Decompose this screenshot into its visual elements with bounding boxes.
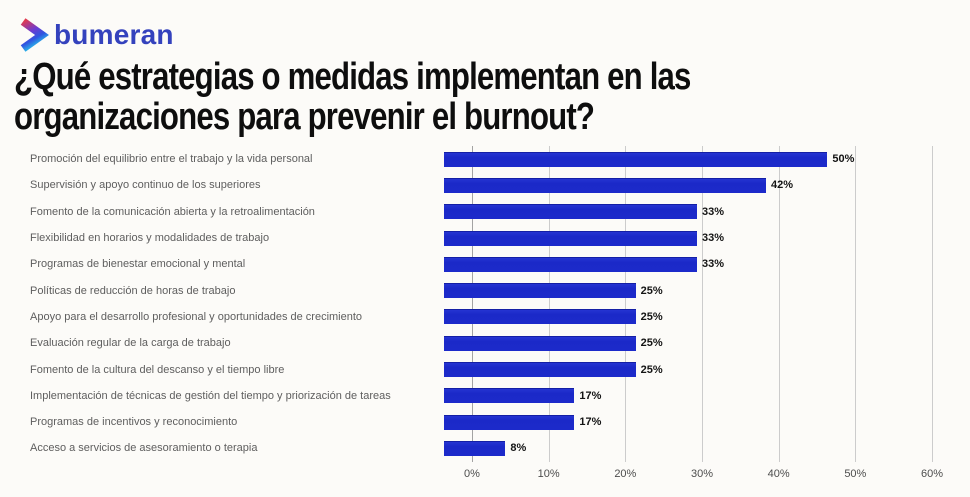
- chart-row: Acceso a servicios de asesoramiento o te…: [0, 435, 970, 461]
- value-label: 17%: [579, 416, 602, 429]
- chart-row: Fomento de la comunicación abierta y la …: [0, 199, 970, 225]
- value-label: 42%: [771, 179, 794, 192]
- gridline: [778, 146, 780, 462]
- x-tick-label: 10%: [537, 468, 560, 480]
- category-label: Fomento de la comunicación abierta y la …: [30, 205, 315, 218]
- category-label: Flexibilidad en horarios y modalidades d…: [30, 232, 270, 245]
- x-tick-label: 40%: [767, 468, 790, 480]
- gridline: [548, 146, 550, 462]
- bar: [444, 256, 697, 272]
- bumeran-logo: bumeran: [16, 17, 174, 53]
- bar-zone: 25%: [444, 356, 905, 382]
- bar: [444, 335, 636, 351]
- value-label: 50%: [832, 153, 855, 166]
- title-line-2: organizaciones para prevenir el burnout?: [14, 96, 595, 138]
- value-label: 8%: [510, 442, 527, 455]
- bar: [444, 177, 766, 193]
- bar: [444, 151, 828, 167]
- bar: [444, 309, 636, 325]
- chart-row: Evaluación regular de la carga de trabaj…: [0, 330, 970, 356]
- bar-zone: 17%: [444, 409, 905, 435]
- category-label: Evaluación regular de la carga de trabaj…: [30, 337, 231, 350]
- category-label: Acceso a servicios de asesoramiento o te…: [30, 442, 258, 455]
- bar-zone: 8%: [444, 435, 905, 461]
- title-line-1: ¿Qué estrategias o medidas implementan e…: [14, 56, 691, 98]
- bar-zone: 42%: [444, 172, 905, 198]
- chart-row: Fomento de la cultura del descanso y el …: [0, 356, 970, 382]
- category-label: Fomento de la cultura del descanso y el …: [30, 363, 285, 376]
- category-label: Apoyo para el desarrollo profesional y o…: [30, 310, 363, 323]
- chart-rows: Promoción del equilibrio entre el trabaj…: [0, 146, 970, 462]
- chart-row: Supervisión y apoyo continuo de los supe…: [0, 172, 970, 198]
- gridline: [625, 146, 627, 462]
- chart-gridlines: [472, 146, 933, 462]
- bar: [444, 440, 506, 456]
- page-title: ¿Qué estrategias o medidas implementan e…: [14, 57, 691, 137]
- bar: [444, 414, 575, 430]
- value-label: 25%: [640, 363, 663, 376]
- bar: [444, 283, 636, 299]
- value-label: 25%: [640, 337, 663, 350]
- gridline: [932, 146, 933, 462]
- bar-zone: 33%: [444, 199, 905, 225]
- value-label: 25%: [640, 284, 663, 297]
- category-label: Programas de bienestar emocional y menta…: [30, 258, 246, 271]
- chart-row: Programas de incentivos y reconocimiento…: [0, 409, 970, 435]
- chart-row: Promoción del equilibrio entre el trabaj…: [0, 146, 970, 172]
- bar: [444, 230, 697, 246]
- chart-row: Apoyo para el desarrollo profesional y o…: [0, 304, 970, 330]
- chart-row: Programas de bienestar emocional y menta…: [0, 251, 970, 277]
- bar-zone: 33%: [444, 225, 905, 251]
- bar-zone: 17%: [444, 383, 905, 409]
- chart-row: Flexibilidad en horarios y modalidades d…: [0, 225, 970, 251]
- value-label: 25%: [640, 310, 663, 323]
- x-tick-label: 60%: [920, 468, 944, 480]
- gridline: [702, 146, 703, 462]
- x-tick-label: 20%: [614, 468, 637, 480]
- category-label: Promoción del equilibrio entre el trabaj…: [30, 153, 313, 166]
- x-tick-label: 30%: [690, 468, 714, 480]
- bar: [444, 388, 575, 404]
- category-label: Supervisión y apoyo continuo de los supe…: [30, 179, 261, 192]
- bar-zone: 25%: [444, 277, 905, 303]
- bar: [444, 204, 697, 220]
- category-label: Implementación de técnicas de gestión de…: [30, 389, 391, 402]
- value-label: 33%: [702, 258, 725, 271]
- value-label: 17%: [579, 389, 602, 402]
- chart-row: Implementación de técnicas de gestión de…: [0, 383, 970, 409]
- bar: [444, 362, 636, 378]
- x-axis-ticks: 0% 10% 20% 30% 40% 50% 60%: [464, 468, 943, 484]
- logo-wordmark: bumeran: [54, 19, 174, 50]
- category-label: Programas de incentivos y reconocimiento: [30, 416, 238, 429]
- category-label: Políticas de reducción de horas de traba…: [30, 284, 236, 297]
- burnout-strategies-bar-chart: Promoción del equilibrio entre el trabaj…: [0, 146, 970, 491]
- chart-row: Políticas de reducción de horas de traba…: [0, 277, 970, 303]
- y-axis-line: [472, 146, 473, 462]
- x-tick-label: 0%: [464, 468, 480, 480]
- bumeran-chevron-icon: [20, 18, 49, 52]
- gridline: [855, 146, 857, 462]
- bar-zone: 50%: [444, 146, 905, 172]
- value-label: 33%: [702, 232, 725, 245]
- x-tick-label: 50%: [844, 468, 867, 480]
- bar-zone: 33%: [444, 251, 905, 277]
- value-label: 33%: [702, 205, 725, 218]
- bar-zone: 25%: [444, 304, 905, 330]
- bar-zone: 25%: [444, 330, 905, 356]
